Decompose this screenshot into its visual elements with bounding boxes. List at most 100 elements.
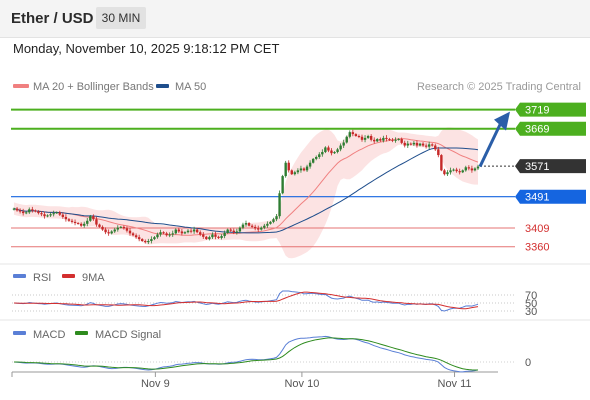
- candle-body: [107, 232, 110, 234]
- candle-body: [263, 225, 266, 228]
- x-tick-label: Nov 11: [438, 378, 472, 390]
- candle-body: [31, 209, 34, 211]
- candle-body: [229, 229, 232, 231]
- candle-body: [409, 143, 413, 145]
- candle-body: [25, 212, 28, 214]
- candle-body: [446, 172, 449, 175]
- macd-zero-label: 0: [525, 357, 531, 369]
- candle-body: [134, 235, 138, 238]
- legend-label-macd: MACD: [33, 329, 65, 341]
- candle-body: [421, 143, 425, 146]
- candle-body: [159, 232, 162, 235]
- candle-body: [244, 223, 248, 225]
- candle-body: [235, 231, 239, 233]
- candle-body: [348, 132, 351, 137]
- interval-button[interactable]: 30 MIN: [96, 7, 146, 29]
- level-tag-3571: [515, 159, 586, 174]
- candle-body: [357, 136, 361, 137]
- candle-body: [394, 139, 397, 141]
- credit-text: Research © 2025 Trading Central: [417, 81, 581, 93]
- candle-body: [253, 226, 257, 229]
- candle-body: [73, 221, 77, 224]
- ma50-line: [13, 147, 479, 234]
- candle-body: [476, 166, 480, 169]
- candle-body: [308, 162, 312, 167]
- level-tag-3669: [515, 121, 586, 136]
- candle-body: [376, 139, 379, 142]
- candle-body: [101, 226, 104, 230]
- candle-body: [431, 144, 434, 146]
- candle-body: [113, 229, 116, 232]
- legend-label-rsi-ma: 9MA: [82, 272, 105, 284]
- candle-body: [180, 231, 184, 234]
- candle-body: [424, 145, 428, 147]
- candle-body: [287, 162, 290, 171]
- candle-body: [12, 208, 16, 210]
- candle-body: [351, 132, 355, 135]
- candle-body: [302, 168, 306, 171]
- pair-title: Ether / USD: [11, 10, 94, 27]
- candle-body: [141, 239, 144, 241]
- candle-body: [171, 233, 174, 235]
- level-label-3669: 3669: [525, 124, 549, 136]
- candle-body: [452, 169, 455, 171]
- price-levels: [11, 108, 515, 248]
- candle-body: [336, 149, 339, 153]
- candle-body: [315, 157, 318, 159]
- legend-label-macd-signal: MACD Signal: [95, 329, 161, 341]
- candle-body: [49, 214, 52, 216]
- candle-body: [95, 219, 98, 225]
- candle-body: [67, 219, 71, 221]
- candle-body: [397, 139, 400, 141]
- candle-body: [217, 236, 220, 238]
- candle-body: [464, 167, 467, 171]
- forecast-arrow-head: [494, 111, 510, 131]
- macd-panel: [12, 335, 515, 373]
- candle-body: [220, 236, 223, 238]
- candle-body: [110, 231, 113, 234]
- candle-body: [342, 142, 345, 146]
- candles: [12, 129, 480, 245]
- candle-body: [379, 139, 382, 141]
- legend-swatch-bollinger: [13, 84, 29, 88]
- candle-body: [385, 137, 388, 140]
- candle-body: [373, 139, 376, 142]
- candle-body: [18, 210, 22, 212]
- candle-body: [415, 142, 419, 146]
- candle-body: [467, 167, 471, 169]
- x-axis-ticks: Nov 9 Nov 10 Nov 11: [141, 372, 472, 390]
- candle-body: [250, 225, 254, 227]
- rsi-level-label: 30: [525, 306, 537, 318]
- candle-body: [458, 171, 461, 173]
- rsi-ma-line: [13, 291, 479, 310]
- candle-body: [98, 224, 101, 227]
- candle-body: [147, 241, 150, 243]
- legend-swatch-rsi-ma: [62, 274, 75, 278]
- legend-label-ma50: MA 50: [175, 81, 206, 93]
- candle-body: [345, 136, 348, 143]
- candle-body: [52, 213, 55, 215]
- candle-body: [211, 234, 214, 238]
- legend-swatch-macd: [13, 331, 26, 335]
- candle-body: [165, 233, 168, 236]
- header-bar: Ether / USD 30 MIN: [0, 0, 590, 38]
- candle-body: [388, 139, 391, 141]
- candle-body: [238, 227, 242, 232]
- candle-body: [278, 193, 281, 217]
- candle-body: [205, 236, 208, 240]
- candle-body: [137, 237, 141, 240]
- candle-body: [214, 234, 217, 237]
- level-tag-3491: [515, 189, 586, 204]
- candle-body: [116, 227, 119, 230]
- candle-body: [418, 143, 422, 146]
- candle-body: [192, 229, 196, 232]
- forecast-arrow-shaft: [478, 124, 502, 168]
- candle-body: [28, 209, 31, 213]
- candle-body: [89, 216, 92, 221]
- candle-body: [55, 212, 58, 214]
- candle-body: [427, 144, 431, 147]
- candle-body: [324, 147, 327, 153]
- candle-body: [208, 237, 211, 240]
- level-label-3571: 3571: [525, 161, 549, 173]
